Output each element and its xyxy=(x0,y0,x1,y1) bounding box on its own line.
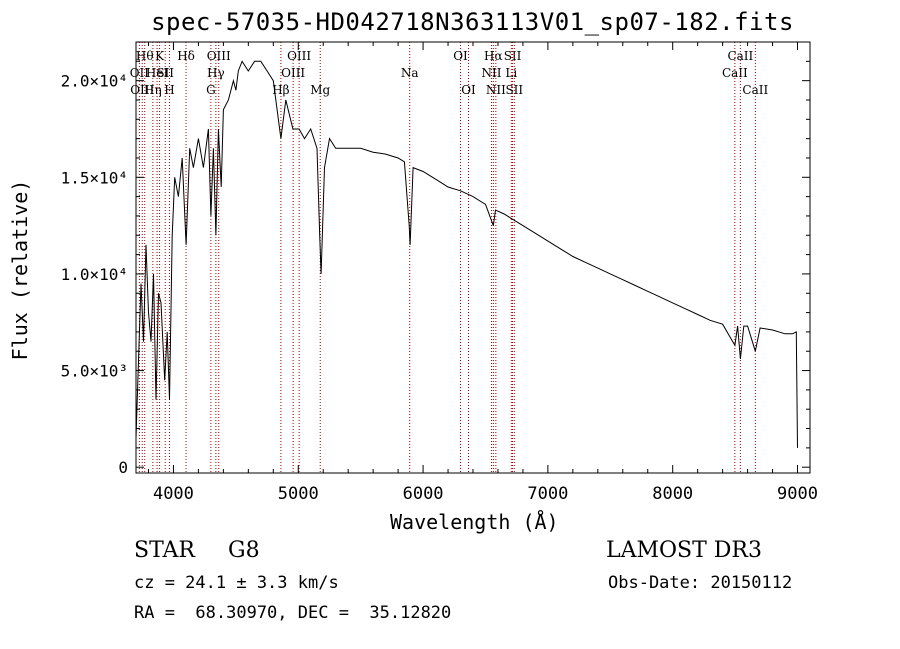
y-tick-label-2: 1.0×10⁴ xyxy=(61,265,128,284)
object-class: STAR xyxy=(134,538,195,563)
x-tick-label-3: 7000 xyxy=(527,484,568,504)
chart-title: spec-57035-HD042718N363113V01_sp07-182.f… xyxy=(151,8,794,36)
coordinates: RA = 68.30970, DEC = 35.12820 xyxy=(134,603,452,623)
line-marker-label-15: Mg xyxy=(310,83,330,97)
y-axis-label: Flux (relative) xyxy=(8,179,32,361)
survey-name: LAMOST DR3 xyxy=(606,538,762,563)
x-tick-label-1: 5000 xyxy=(278,484,319,504)
line-markers: OIIOIIIHθHηHeIKSIIHHδGHγOIIIHβOIIIOIIIMg… xyxy=(130,42,768,473)
line-marker-label-11: OIII xyxy=(207,49,231,63)
observation-date: Obs-Date: 20150112 xyxy=(608,573,793,593)
line-marker-label-22: Li xyxy=(505,66,517,80)
y-tick-label-0: 0 xyxy=(118,458,128,477)
line-marker-label-25: CaII xyxy=(722,66,748,80)
line-marker-label-14: OIII xyxy=(287,49,311,63)
x-axis: 4000 5000 6000 7000 8000 9000 xyxy=(147,42,818,504)
y-axis-label-wrap: Flux (relative) xyxy=(8,180,32,361)
line-marker-label-20: Hα xyxy=(484,49,503,63)
x-tick-label-4: 8000 xyxy=(652,484,693,504)
line-marker-label-23: SII xyxy=(504,49,522,63)
line-marker-label-6: SII xyxy=(156,66,174,80)
spectrum-line xyxy=(135,60,798,448)
x-tick-label-2: 6000 xyxy=(403,484,444,504)
line-marker-label-9: G xyxy=(206,83,216,97)
y-tick-label-3: 1.5×10⁴ xyxy=(61,168,128,187)
spectral-subclass: G8 xyxy=(228,538,260,563)
line-marker-label-24: SII xyxy=(505,83,523,97)
line-marker-label-4: HeI xyxy=(146,66,169,80)
plot-frame xyxy=(135,41,811,474)
line-marker-label-3: Hη xyxy=(144,83,162,97)
line-marker-label-12: Hβ xyxy=(272,83,289,97)
line-marker-label-10: Hγ xyxy=(207,66,225,80)
x-tick-label-0: 4000 xyxy=(153,484,194,504)
x-tick-label-5: 9000 xyxy=(777,484,818,504)
line-marker-label-16: Na xyxy=(401,66,419,80)
redshift-value: cz = 24.1 ± 3.3 km/s xyxy=(134,573,339,593)
y-tick-label-4: 2.0×10⁴ xyxy=(61,72,128,91)
line-marker-label-26: CaII xyxy=(727,49,753,63)
x-axis-label: Wavelength (Å) xyxy=(390,510,559,534)
line-marker-label-13: OIII xyxy=(281,66,305,80)
y-tick-label-1: 5.0×10³ xyxy=(61,362,128,381)
line-marker-label-27: CaII xyxy=(742,83,768,97)
line-marker-label-5: K xyxy=(155,49,165,63)
line-marker-label-21: NII xyxy=(486,83,506,97)
line-marker-label-19: NII xyxy=(481,66,501,80)
y-axis: 0 5.0×10³ 1.0×10⁴ 1.5×10⁴ 2.0×10⁴ xyxy=(61,60,810,477)
line-marker-label-2: Hθ xyxy=(136,49,154,63)
line-marker-label-7: H xyxy=(164,83,174,97)
line-marker-label-18: OI xyxy=(461,83,476,97)
line-marker-label-17: OI xyxy=(453,49,468,63)
line-marker-label-8: Hδ xyxy=(177,49,195,63)
